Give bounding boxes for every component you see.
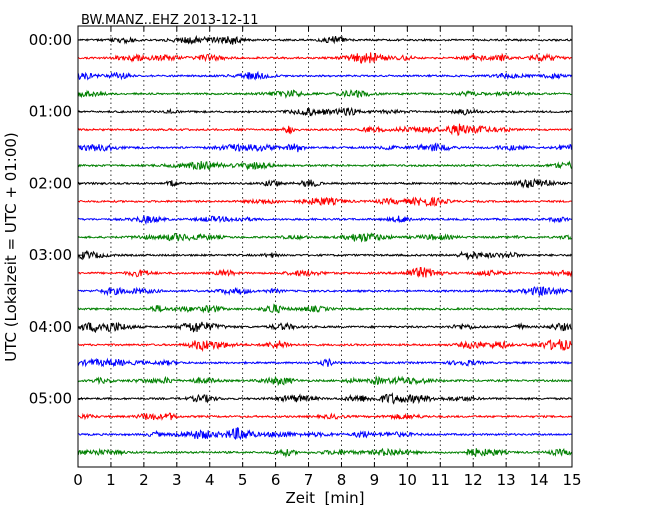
y-tick-label: 02:00 <box>29 174 72 192</box>
y-tick-label: 00:00 <box>29 31 72 49</box>
x-tick-label: 13 <box>497 471 516 489</box>
seismic-trace <box>77 447 572 458</box>
x-axis-label: Zeit [min] <box>285 489 364 507</box>
seismic-trace <box>77 412 572 421</box>
plot-frame <box>77 25 573 468</box>
seismic-trace <box>77 321 572 333</box>
seismic-trace <box>77 286 572 297</box>
x-tick-label: 15 <box>562 471 581 489</box>
y-axis-ticks: 00:00 01:00 02:00 03:00 04:00 05:00 <box>29 31 83 408</box>
seismic-trace <box>77 215 572 226</box>
x-tick-label: 9 <box>370 471 380 489</box>
y-tick-label: 04:00 <box>29 318 72 336</box>
seismic-trace <box>77 52 572 64</box>
seismic-trace <box>77 177 572 189</box>
y-tick-label: 03:00 <box>29 246 72 264</box>
chart-title: BW.MANZ..EHZ 2013-12-11 <box>81 13 259 28</box>
x-tick-label: 12 <box>464 471 483 489</box>
seismic-trace <box>77 123 572 137</box>
seismic-trace <box>77 266 572 278</box>
seismic-trace <box>77 70 572 81</box>
seismic-trace <box>77 427 572 441</box>
x-tick-label: 2 <box>139 471 149 489</box>
x-axis-ticks: 0 1 2 3 4 5 6 7 8 9 10 11 12 13 14 15 <box>73 26 582 489</box>
seismic-trace <box>77 106 572 117</box>
x-tick-label: 14 <box>530 471 549 489</box>
x-tick-label: 1 <box>106 471 116 489</box>
x-tick-label: 6 <box>271 471 281 489</box>
x-tick-label: 10 <box>398 471 417 489</box>
seismic-trace <box>77 375 572 387</box>
y-axis-label: UTC (Lokalzeit = UTC + 01:00) <box>2 132 20 362</box>
seismic-trace <box>77 339 572 353</box>
seismic-trace <box>77 357 572 368</box>
x-tick-label: 5 <box>238 471 248 489</box>
y-tick-label: 01:00 <box>29 103 72 121</box>
seismic-trace <box>77 160 572 171</box>
x-tick-label: 4 <box>205 471 215 489</box>
x-tick-label: 0 <box>73 471 83 489</box>
seismic-trace <box>77 232 572 243</box>
x-tick-label: 11 <box>431 471 450 489</box>
seismic-trace <box>77 392 572 405</box>
seismic-trace <box>77 142 572 153</box>
x-tick-label: 7 <box>304 471 314 489</box>
seismic-trace <box>77 249 572 261</box>
seismic-trace <box>77 34 572 45</box>
y-tick-label: 05:00 <box>29 390 72 408</box>
x-tick-label: 8 <box>337 471 347 489</box>
grid-lines <box>110 26 540 467</box>
seismic-trace <box>77 303 572 314</box>
x-tick-label: 3 <box>172 471 182 489</box>
seismic-traces <box>77 34 572 458</box>
seismic-trace <box>77 88 572 99</box>
seismic-trace <box>77 196 572 207</box>
